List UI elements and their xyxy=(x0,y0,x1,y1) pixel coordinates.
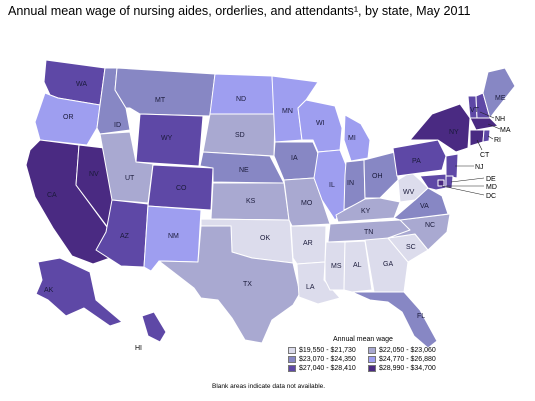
legend-swatch xyxy=(368,356,376,363)
label-ri: RI xyxy=(494,137,501,144)
label-vt: VT xyxy=(470,107,480,114)
state-pa xyxy=(392,139,447,177)
label-nv: NV xyxy=(89,171,99,178)
state-fl xyxy=(351,291,438,349)
state-nc xyxy=(387,213,451,251)
label-or: OR xyxy=(63,114,74,121)
label-mt: MT xyxy=(155,97,166,104)
map-title: Annual mean wage of nursing aides, order… xyxy=(8,4,471,18)
state-wy xyxy=(135,113,204,167)
state-mt xyxy=(114,67,216,117)
label-wi: WI xyxy=(316,120,325,127)
legend-label: $23,070 - $24,350 xyxy=(299,356,356,363)
state-me xyxy=(482,67,516,119)
label-sc: SC xyxy=(406,244,416,251)
state-mi xyxy=(343,114,371,162)
label-ca: CA xyxy=(47,192,57,199)
state-hi xyxy=(141,311,167,343)
state-nj xyxy=(445,153,459,179)
label-ut: UT xyxy=(125,175,135,182)
state-ne xyxy=(199,151,285,184)
label-mi: MI xyxy=(348,135,356,142)
label-ms: MS xyxy=(331,263,342,270)
label-ct: CT xyxy=(480,152,490,159)
label-ks: KS xyxy=(246,198,256,205)
label-az: AZ xyxy=(120,233,130,240)
label-de: DE xyxy=(486,176,496,183)
state-tx xyxy=(158,225,301,344)
legend-swatch xyxy=(368,347,376,354)
legend-item: $28,990 - $34,700 xyxy=(368,365,436,372)
label-me: ME xyxy=(495,95,506,102)
label-tx: TX xyxy=(243,281,252,288)
state-ga xyxy=(364,237,409,293)
label-ia: IA xyxy=(291,155,298,162)
label-tn: TN xyxy=(364,229,373,236)
label-nd: ND xyxy=(236,96,246,103)
label-al: AL xyxy=(353,262,362,269)
label-nc: NC xyxy=(425,222,435,229)
label-ga: GA xyxy=(383,261,393,268)
label-ok: OK xyxy=(260,235,270,242)
state-ak xyxy=(35,257,123,327)
label-nm: NM xyxy=(168,233,179,240)
legend-item: $27,040 - $28,410 xyxy=(288,365,356,372)
label-oh: OH xyxy=(372,173,383,180)
label-id: ID xyxy=(114,122,121,129)
label-wa: WA xyxy=(76,81,87,88)
label-sd: SD xyxy=(235,132,245,139)
label-la: LA xyxy=(306,284,315,291)
state-dc xyxy=(437,179,445,187)
label-pa: PA xyxy=(412,158,421,165)
state-oh xyxy=(363,151,399,199)
data-note: Blank areas indicate data not available. xyxy=(212,383,326,390)
state-ny xyxy=(409,103,471,153)
label-ak: AK xyxy=(44,287,54,294)
legend-title: Annual mean wage xyxy=(333,336,393,343)
label-nj: NJ xyxy=(475,164,484,171)
state-ky xyxy=(335,197,401,223)
label-wy: WY xyxy=(161,135,173,142)
state-al xyxy=(343,240,373,293)
legend-item: $22,050 - $23,060 xyxy=(368,347,436,354)
label-ma: MA xyxy=(500,127,511,134)
label-wv: WV xyxy=(403,189,415,196)
legend-label: $19,550 - $21,730 xyxy=(299,347,356,354)
label-mn: MN xyxy=(282,108,293,115)
state-nd xyxy=(209,73,276,115)
label-il: IL xyxy=(329,182,335,189)
label-co: CO xyxy=(176,185,187,192)
label-hi: HI xyxy=(135,345,142,352)
label-mo: MO xyxy=(301,200,313,207)
state-ri xyxy=(482,129,491,143)
label-in: IN xyxy=(347,180,354,187)
state-ma xyxy=(469,117,499,131)
label-nh: NH xyxy=(495,116,505,123)
state-ct xyxy=(469,129,485,147)
legend-label: $28,990 - $34,700 xyxy=(379,365,436,372)
label-ny: NY xyxy=(449,129,459,136)
legend-swatch xyxy=(288,356,296,363)
legend-label: $22,050 - $23,060 xyxy=(379,347,436,354)
legend-swatch xyxy=(288,365,296,372)
label-ky: KY xyxy=(361,208,371,215)
label-ar: AR xyxy=(303,240,313,247)
label-ne: NE xyxy=(239,167,249,174)
legend-label: $27,040 - $28,410 xyxy=(299,365,356,372)
legend-swatch xyxy=(368,365,376,372)
legend-label: $24,770 - $26,880 xyxy=(379,356,436,363)
label-md: MD xyxy=(486,184,497,191)
legend-item: $24,770 - $26,880 xyxy=(368,356,436,363)
legend-item: $19,550 - $21,730 xyxy=(288,347,356,354)
label-va: VA xyxy=(420,203,429,210)
label-dc: DC xyxy=(486,193,496,200)
legend-item: $23,070 - $24,350 xyxy=(288,356,356,363)
legend-swatch xyxy=(288,347,296,354)
label-fl: FL xyxy=(417,313,425,320)
